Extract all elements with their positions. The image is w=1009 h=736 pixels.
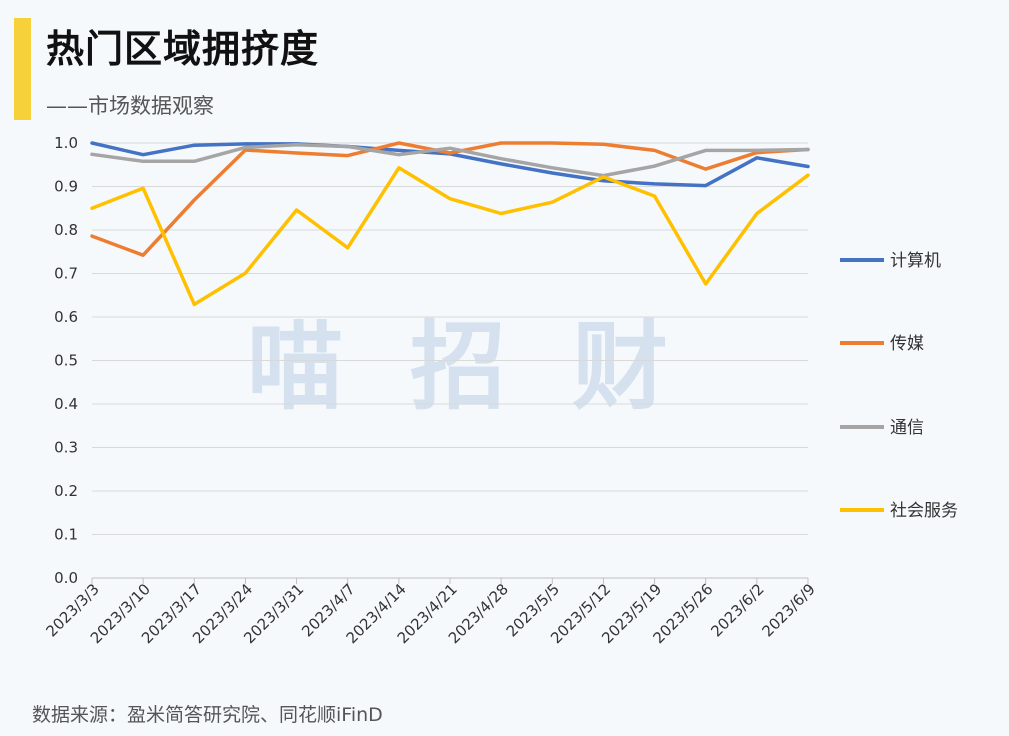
x-tick-label: 2023/6/9 <box>758 580 818 640</box>
y-tick-label: 0.3 <box>54 439 78 457</box>
x-tick-label: 2023/6/2 <box>707 580 767 640</box>
y-tick-label: 0.4 <box>54 395 78 413</box>
series-line <box>90 141 810 257</box>
legend-label: 社会服务 <box>890 501 958 521</box>
series-line <box>90 142 810 178</box>
watermark: 喵招财 <box>247 311 668 423</box>
source-note: 数据来源：盈米简答研究院、同花顺iFinD <box>32 704 383 726</box>
y-tick-label: 1.0 <box>54 134 78 152</box>
watermark-char: 喵 <box>247 311 343 423</box>
legend-label: 通信 <box>890 418 924 438</box>
page-title: 热门区域拥挤度 <box>46 27 320 71</box>
y-axis: 0.0 0.1 0.2 0.3 0.4 0.5 0.6 0.7 0.8 0.9 1.0 <box>54 134 78 587</box>
y-tick-label: 0.6 <box>54 308 78 326</box>
y-tick-label: 0.8 <box>54 221 78 239</box>
y-tick-label: 0.5 <box>54 352 78 370</box>
legend-label: 计算机 <box>890 251 941 271</box>
y-tick-label: 0.2 <box>54 482 78 500</box>
watermark-char: 招 <box>410 311 506 423</box>
series-lines <box>90 141 810 307</box>
x-axis: 2023/3/32023/3/102023/3/172023/3/242023/… <box>42 577 819 647</box>
page-subtitle: ——市场数据观察 <box>46 94 214 118</box>
title-accent-bar <box>14 18 31 120</box>
y-tick-label: 0.7 <box>54 265 78 283</box>
y-tick-label: 0.1 <box>54 526 78 544</box>
y-tick-label: 0.0 <box>54 569 78 587</box>
y-tick-label: 0.9 <box>54 178 78 196</box>
watermark-char: 财 <box>572 311 668 423</box>
series-line <box>90 166 810 307</box>
legend-label: 传媒 <box>890 334 924 354</box>
